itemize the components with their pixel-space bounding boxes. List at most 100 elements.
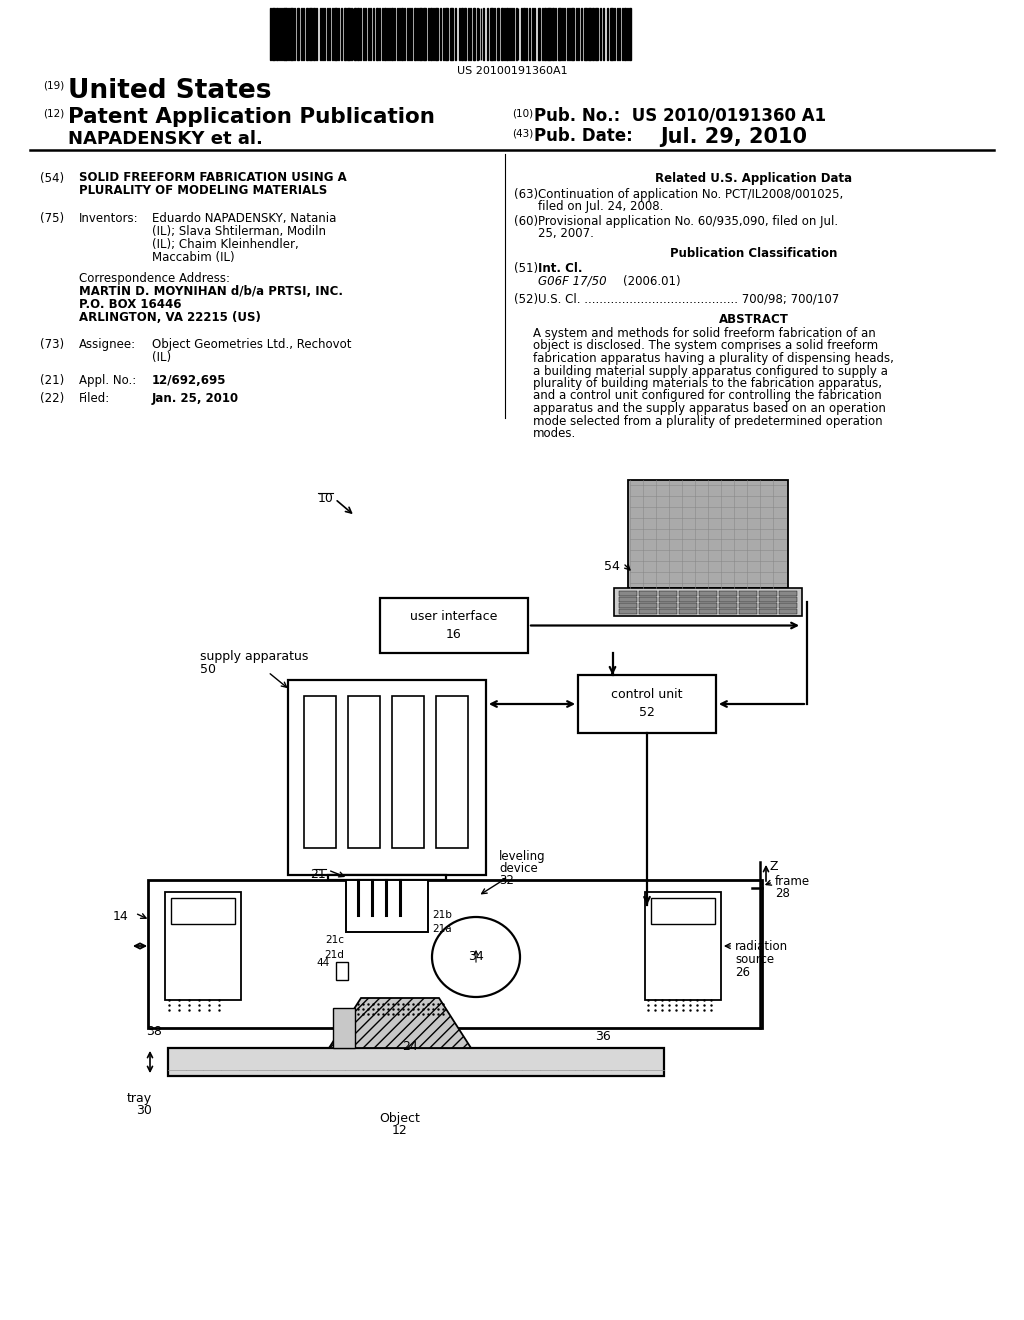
Polygon shape	[329, 998, 471, 1048]
Text: 50: 50	[200, 663, 216, 676]
Bar	[778, 603, 797, 607]
Text: Jan. 25, 2010: Jan. 25, 2010	[152, 392, 240, 405]
Text: 21d: 21d	[325, 950, 344, 960]
Ellipse shape	[432, 917, 520, 997]
Text: Maccabim (IL): Maccabim (IL)	[152, 251, 234, 264]
Text: 12: 12	[392, 1125, 408, 1137]
Text: P.O. BOX 16446: P.O. BOX 16446	[79, 298, 181, 312]
Bar	[552, 8, 554, 59]
Text: Eduardo NAPADENSKY, Natania: Eduardo NAPADENSKY, Natania	[152, 213, 336, 224]
Bar	[357, 8, 358, 59]
Bar	[618, 8, 620, 59]
Text: U.S. Cl. ......................................... 700/98; 700/107: U.S. Cl. ...............................…	[538, 293, 840, 306]
Text: 26: 26	[735, 966, 750, 979]
Text: Appl. No.:: Appl. No.:	[79, 374, 136, 387]
Text: ARLINGTON, VA 22215 (US): ARLINGTON, VA 22215 (US)	[79, 312, 261, 323]
Bar	[698, 609, 717, 614]
Bar	[435, 8, 438, 59]
Bar	[778, 609, 797, 614]
Text: 14: 14	[113, 909, 128, 923]
Text: 36: 36	[595, 1030, 610, 1043]
Bar	[719, 591, 736, 595]
Bar	[482, 8, 484, 59]
Bar	[272, 8, 274, 59]
Bar	[297, 8, 299, 59]
Text: 34: 34	[468, 950, 484, 964]
Bar	[628, 480, 788, 587]
Text: A system and methods for solid freeform fabrication of an: A system and methods for solid freeform …	[534, 327, 876, 341]
Bar	[639, 591, 656, 595]
Bar	[432, 8, 434, 59]
Bar	[679, 597, 696, 602]
Bar	[618, 603, 637, 607]
Text: (60): (60)	[514, 215, 539, 228]
Text: 10: 10	[318, 492, 334, 506]
Text: Filed:: Filed:	[79, 392, 111, 405]
Bar	[168, 1048, 664, 1076]
Text: modes.: modes.	[534, 426, 577, 440]
Bar	[301, 8, 302, 59]
Bar	[639, 609, 656, 614]
Text: 21b: 21b	[432, 909, 452, 920]
Bar	[464, 8, 466, 59]
Text: control unit
52: control unit 52	[611, 689, 683, 719]
Text: object is disclosed. The system comprises a solid freeform: object is disclosed. The system comprise…	[534, 339, 879, 352]
Text: radiation: radiation	[735, 940, 788, 953]
Bar	[392, 696, 424, 847]
Bar	[344, 8, 346, 59]
Bar	[538, 8, 541, 59]
Bar	[738, 603, 757, 607]
Bar	[555, 8, 556, 59]
Bar	[549, 8, 551, 59]
Bar	[333, 1008, 355, 1048]
Bar	[501, 8, 503, 59]
Bar	[738, 597, 757, 602]
Bar	[401, 8, 403, 59]
Bar	[148, 880, 762, 1028]
Bar	[738, 591, 757, 595]
Text: ABSTRACT: ABSTRACT	[719, 313, 788, 326]
Text: (63): (63)	[514, 187, 539, 201]
Text: Correspondence Address:: Correspondence Address:	[79, 272, 230, 285]
Bar	[276, 8, 279, 59]
Text: Assignee:: Assignee:	[79, 338, 136, 351]
Bar	[618, 609, 637, 614]
Text: plurality of building materials to the fabrication apparatus,: plurality of building materials to the f…	[534, 378, 882, 389]
Bar	[281, 8, 282, 59]
Bar	[679, 603, 696, 607]
Text: NAPADENSKY et al.: NAPADENSKY et al.	[68, 129, 263, 148]
Bar	[376, 8, 378, 59]
Text: supply apparatus: supply apparatus	[200, 649, 308, 663]
Text: filed on Jul. 24, 2008.: filed on Jul. 24, 2008.	[538, 201, 664, 213]
Bar	[283, 8, 286, 59]
Text: device: device	[499, 862, 538, 875]
Bar	[645, 892, 721, 1001]
Text: PLURALITY OF MODELING MATERIALS: PLURALITY OF MODELING MATERIALS	[79, 183, 328, 197]
Bar	[759, 597, 776, 602]
Bar	[719, 597, 736, 602]
Bar	[350, 880, 424, 920]
Bar	[544, 8, 546, 59]
Text: 12/692,695: 12/692,695	[152, 374, 226, 387]
Bar	[354, 8, 356, 59]
Bar	[698, 597, 717, 602]
Text: (73): (73)	[40, 338, 65, 351]
Bar	[658, 603, 677, 607]
Bar	[778, 591, 797, 595]
Text: SOLID FREEFORM FABRICATION USING A: SOLID FREEFORM FABRICATION USING A	[79, 172, 347, 183]
Text: Object Geometries Ltd., Rechovot: Object Geometries Ltd., Rechovot	[152, 338, 351, 351]
Text: 24: 24	[402, 1040, 418, 1053]
Bar	[651, 898, 715, 924]
Bar	[313, 8, 315, 59]
Text: fabrication apparatus having a plurality of dispensing heads,: fabrication apparatus having a plurality…	[534, 352, 894, 366]
Text: (22): (22)	[40, 392, 65, 405]
Bar	[309, 8, 311, 59]
Text: Patent Application Publication: Patent Application Publication	[68, 107, 435, 127]
Bar	[595, 8, 598, 59]
Bar	[498, 8, 499, 59]
Bar	[639, 603, 656, 607]
Text: G06F 17/50: G06F 17/50	[538, 275, 606, 288]
Bar	[445, 8, 447, 59]
Bar	[639, 597, 656, 602]
Text: 44: 44	[316, 958, 330, 968]
